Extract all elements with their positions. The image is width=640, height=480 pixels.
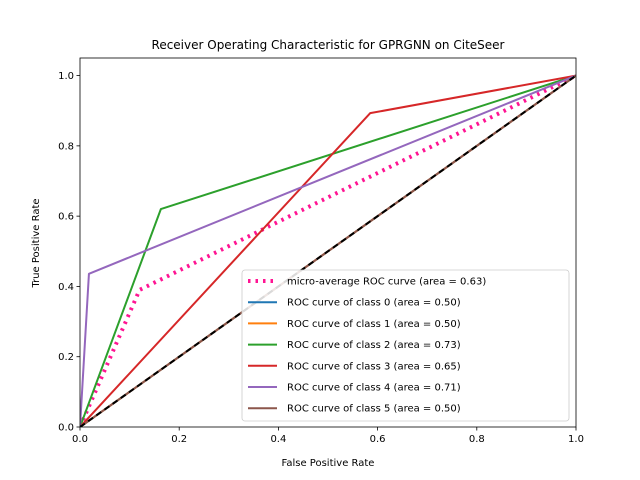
roc-series-line-4 — [80, 74, 576, 427]
legend-label-3: ROC curve of class 2 (area = 0.73) — [287, 340, 461, 351]
plot-frame — [79, 57, 577, 428]
x-tick-label-4: 0.8 — [469, 434, 485, 445]
legend-label-4: ROC curve of class 3 (area = 0.65) — [287, 361, 461, 372]
legend-box — [241, 269, 570, 422]
legend-label-1: ROC curve of class 0 (area = 0.50) — [287, 298, 461, 309]
x-tick-label-5: 1.0 — [568, 434, 584, 445]
chart-title: Receiver Operating Characteristic for GP… — [152, 38, 505, 52]
y-tick-label-1: 0.2 — [58, 352, 74, 363]
x-tick-label-2: 0.4 — [270, 434, 286, 445]
legend-label-6: ROC curve of class 5 (area = 0.50) — [287, 404, 461, 415]
roc-series-line-0 — [80, 73, 576, 427]
x-tick-label-0: 0.0 — [72, 434, 88, 445]
y-tick-label-2: 0.4 — [58, 282, 74, 293]
x-axis-label: False Positive Rate — [282, 458, 375, 469]
legend-label-0: micro-average ROC curve (area = 0.63) — [287, 277, 486, 288]
axes: 0.0 0.2 0.4 0.6 0.8 1.0 0.0 0.2 0.4 0.6 0.8 1.0 — [58, 57, 584, 445]
legend-label-2: ROC curve of class 1 (area = 0.50) — [287, 319, 461, 330]
y-axis-label: True Positive Rate — [31, 198, 42, 288]
y-tick-label-3: 0.6 — [58, 212, 74, 223]
y-tick-label-5: 1.0 — [58, 71, 74, 82]
roc-series-line-3 — [80, 74, 576, 427]
plot-area — [80, 73, 576, 427]
chance-diagonal-line — [80, 74, 576, 427]
series-lines — [80, 73, 576, 427]
y-tick-label-0: 0.0 — [58, 423, 74, 434]
y-tick-label-4: 0.8 — [58, 141, 74, 152]
legend-label-5: ROC curve of class 4 (area = 0.71) — [287, 383, 461, 394]
legend: micro-average ROC curve (area = 0.63) ROC… — [241, 269, 570, 422]
x-tick-label-1: 0.2 — [171, 434, 187, 445]
x-tick-label-3: 0.6 — [370, 434, 386, 445]
roc-series-line-5 — [80, 74, 576, 427]
